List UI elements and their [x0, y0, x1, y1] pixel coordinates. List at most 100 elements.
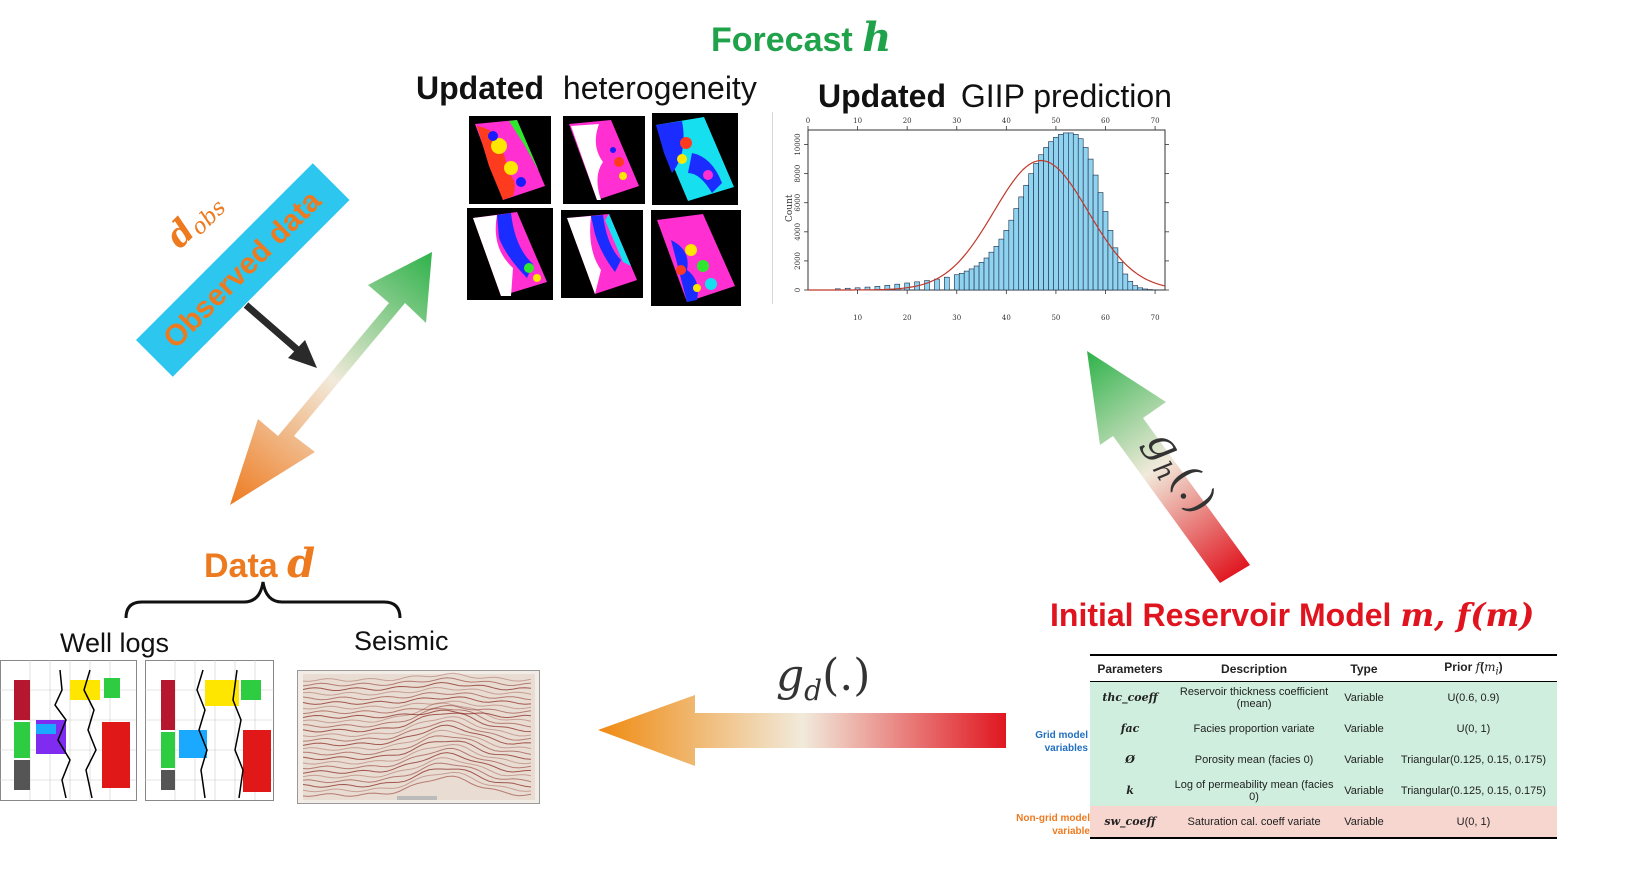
seismic-label: Seismic: [354, 626, 449, 656]
x-bottom-tick-label: 30: [952, 314, 961, 322]
type-cell: Variable: [1338, 775, 1390, 807]
y-tick-label: 4000: [794, 223, 802, 241]
prior-cell: U(0, 1): [1389, 806, 1557, 840]
well-log-1: [0, 660, 137, 801]
giip-histogram: 0 10 20 30 40 50 60 70 10 20 30 40 50 60 70 0 2000 4000 60…: [785, 117, 1169, 322]
giip-rest: GIIP prediction: [960, 78, 1172, 114]
type-cell: Variable: [1338, 713, 1390, 745]
forecast-title-prefix: Forecast: [711, 21, 853, 59]
desc-cell: Reservoir thickness coefficient (mean): [1170, 681, 1339, 714]
histogram-bar: [894, 283, 901, 291]
y-tick-label: 6000: [794, 194, 802, 212]
prior-cell: Triangular(0.125, 0.15, 0.175): [1389, 775, 1557, 807]
axis-ticks: 0 10 20 30 40 50 60 70 10 20 30 40 50 60 70 0 2000 4000 60…: [794, 117, 1169, 322]
prior-cell: Triangular(0.125, 0.15, 0.175): [1389, 744, 1557, 776]
observed-pointer-line: [243, 302, 303, 355]
data-symbol: d: [287, 540, 316, 587]
y-axis-label: Count: [785, 194, 795, 222]
desc-cell: Porosity mean (facies 0): [1170, 744, 1339, 776]
table-row: k Log of permeability mean (facies 0) Va…: [1090, 775, 1557, 807]
normal-fit-curve: [808, 159, 1166, 291]
initial-model-math: m, f(m): [1400, 596, 1535, 634]
x-bottom-tick-label: 50: [1051, 314, 1060, 322]
header-type: Type: [1338, 654, 1390, 683]
header-description: Description: [1170, 654, 1339, 683]
gd-func: g: [776, 650, 805, 701]
grid-variables-label: Grid model variables: [1035, 730, 1088, 754]
initial-model-prefix: Initial Reservoir Model: [1050, 597, 1392, 633]
header-parameters: Parameters: [1090, 654, 1171, 683]
data-brace: [124, 581, 402, 619]
heterogeneity-bold: Updated: [416, 70, 544, 106]
nongrid-variables-label: Non-grid model variable: [1016, 813, 1090, 837]
table-row: fac Facies proportion variate Variable U…: [1090, 713, 1557, 745]
param-cell: Ø: [1090, 744, 1171, 776]
gh-arrow: [1087, 351, 1250, 583]
x-top-tick-label: 20: [903, 117, 912, 125]
seismic-image: [297, 670, 540, 804]
histogram-bar: [924, 280, 930, 291]
x-top-tick-label: 0: [806, 117, 810, 125]
prior-cell: U(0, 1): [1389, 713, 1557, 745]
prior-cell: U(0.6, 0.9): [1389, 681, 1557, 714]
gd-args: (.): [822, 650, 871, 701]
y-tick-label: 2000: [794, 252, 802, 270]
x-bottom-tick-label: 40: [1002, 314, 1011, 322]
well-logs-label: Well logs: [60, 628, 170, 658]
x-bottom-tick-label: 10: [853, 314, 862, 322]
forecast-title: Forecast h: [711, 14, 891, 61]
x-bottom-tick-label: 60: [1101, 314, 1110, 322]
header-prior: Prior f(mi): [1389, 654, 1557, 683]
panel-divider: [772, 112, 773, 304]
x-top-tick-label: 40: [1002, 117, 1011, 125]
x-top-tick-label: 50: [1051, 117, 1060, 125]
desc-cell: Facies proportion variate: [1170, 713, 1339, 745]
desc-cell: Saturation cal. coeff variate: [1170, 806, 1339, 840]
table-row: Ø Porosity mean (facies 0) Variable Tria…: [1090, 744, 1557, 776]
x-top-tick-label: 60: [1101, 117, 1110, 125]
giip-heading: Updated GIIP prediction: [818, 78, 1172, 115]
gd-arrow: [598, 695, 1006, 766]
table-row: thc_coeff Reservoir thickness coefficien…: [1090, 681, 1557, 714]
heterogeneity-map-4: [467, 208, 553, 300]
param-cell: sw_coeff: [1090, 806, 1171, 840]
histogram-bar: [944, 276, 950, 291]
type-cell: Variable: [1338, 681, 1390, 714]
type-cell: Variable: [1338, 806, 1390, 840]
param-cell: thc_coeff: [1090, 681, 1171, 714]
x-top-tick-label: 10: [853, 117, 862, 125]
param-cell: fac: [1090, 713, 1171, 745]
x-bottom-tick-label: 20: [903, 314, 912, 322]
heterogeneity-rest: heterogeneity: [562, 70, 757, 106]
x-top-tick-label: 30: [952, 117, 961, 125]
bidirectional-arrow: [230, 252, 432, 505]
data-title: Data d: [204, 540, 315, 587]
table-header-row: Parameters Description Type Prior f(mi): [1090, 654, 1557, 683]
giip-bold: Updated: [818, 78, 946, 114]
heterogeneity-map-1: [469, 116, 551, 204]
y-tick-label: 8000: [794, 165, 802, 183]
heterogeneity-heading: Updated heterogeneity: [416, 70, 757, 107]
gd-sub: d: [804, 673, 823, 707]
heterogeneity-map-3: [652, 113, 738, 205]
param-cell: k: [1090, 775, 1171, 807]
heterogeneity-map-5: [561, 210, 643, 298]
desc-cell: Log of permeability mean (facies 0): [1170, 775, 1339, 807]
initial-model-title: Initial Reservoir Model m, f(m): [1050, 596, 1534, 634]
heterogeneity-map-6: [651, 210, 741, 306]
forecast-symbol: h: [862, 14, 892, 61]
x-top-tick-label: 70: [1151, 117, 1160, 125]
heterogeneity-map-2: [563, 116, 645, 204]
y-tick-label: 10000: [794, 133, 802, 155]
table-row: sw_coeff Saturation cal. coeff variate V…: [1090, 806, 1557, 840]
histogram-bar: [884, 285, 891, 291]
gd-label: gd(.): [776, 650, 870, 707]
parameters-table: Parameters Description Type Prior f(mi) …: [1090, 654, 1557, 840]
x-bottom-tick-label: 70: [1151, 314, 1160, 322]
observed-pointer-head: [288, 340, 317, 368]
well-log-2: [145, 660, 275, 801]
y-tick-label: 0: [794, 288, 802, 292]
data-title-prefix: Data: [204, 547, 278, 585]
type-cell: Variable: [1338, 744, 1390, 776]
